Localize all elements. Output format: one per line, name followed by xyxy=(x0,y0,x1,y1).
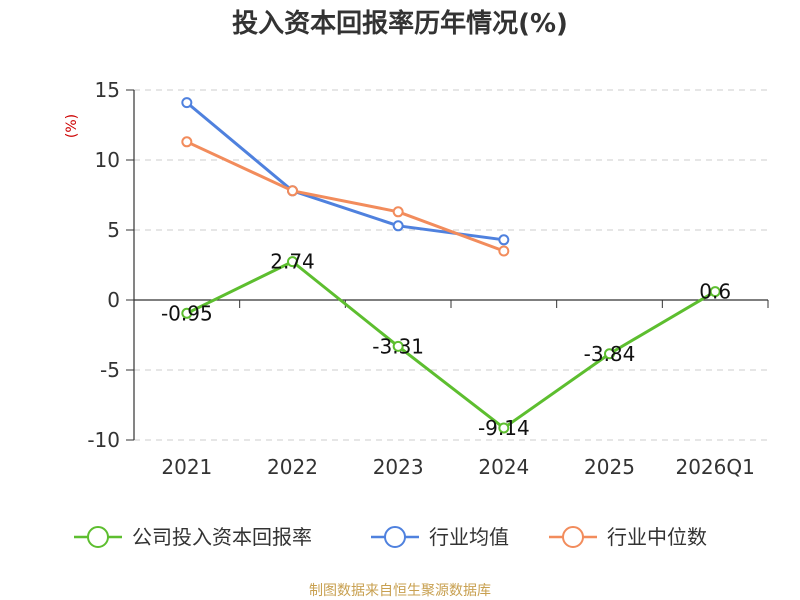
y-tick-label: 10 xyxy=(95,148,120,172)
data-label: -9.14 xyxy=(478,416,530,440)
data-point xyxy=(287,256,298,268)
y-tick-label: 5 xyxy=(107,218,120,242)
data-point xyxy=(709,286,721,298)
y-tick-label: -5 xyxy=(100,358,120,382)
x-tick-label: 2025 xyxy=(584,455,635,479)
data-label: -3.31 xyxy=(372,334,424,358)
data-label: 0.6 xyxy=(699,280,731,304)
legend: 公司投入资本回报率 行业均值 行业中位数 xyxy=(74,525,707,549)
chart-title: 投入资本回报率历年情况(%) xyxy=(232,8,568,39)
data-point xyxy=(181,307,193,319)
x-tick-label: 2022 xyxy=(267,455,318,479)
x-tick-label: 2024 xyxy=(478,455,529,479)
data-label: -3.84 xyxy=(584,342,636,366)
data-point xyxy=(392,220,404,232)
data-point xyxy=(392,340,404,352)
data-point xyxy=(498,245,510,257)
axis-layer: 15 10 5 0 -5 -10 2021 2022 2023 2024 2025 2026Q1 xyxy=(87,78,769,479)
y-tick-label: -10 xyxy=(87,428,120,452)
series-line xyxy=(185,260,717,430)
data-point xyxy=(604,348,615,360)
grid-layer xyxy=(134,89,768,441)
x-tick-label: 2023 xyxy=(373,455,424,479)
x-tick-label: 2021 xyxy=(161,455,212,479)
legend-swatch-marker xyxy=(384,526,406,548)
series-layer xyxy=(181,97,721,434)
y-tick-label: 0 xyxy=(107,288,120,312)
series-line xyxy=(185,140,506,253)
data-source-note: 制图数据来自恒生聚源数据库 xyxy=(309,583,491,599)
data-point xyxy=(498,234,510,246)
legend-swatch-marker xyxy=(562,526,584,548)
data-point xyxy=(392,206,404,218)
data-label-layer: -0.95 2.74 -3.31 -9.14 -3.84 0.6 xyxy=(161,250,731,440)
data-point xyxy=(181,97,193,109)
legend-label: 行业均值 xyxy=(429,525,509,549)
data-point xyxy=(181,136,193,148)
data-label: -0.95 xyxy=(161,301,213,325)
x-tick-label: 2026Q1 xyxy=(675,455,754,479)
legend-swatch-marker xyxy=(87,526,109,548)
y-axis-unit: (%) xyxy=(64,114,80,138)
data-point xyxy=(287,185,298,197)
series-line xyxy=(185,101,506,242)
legend-label: 公司投入资本回报率 xyxy=(132,525,312,549)
legend-label: 行业中位数 xyxy=(607,525,707,549)
data-point xyxy=(498,422,510,434)
data-label: 2.74 xyxy=(270,250,315,274)
y-tick-label: 15 xyxy=(95,78,120,102)
